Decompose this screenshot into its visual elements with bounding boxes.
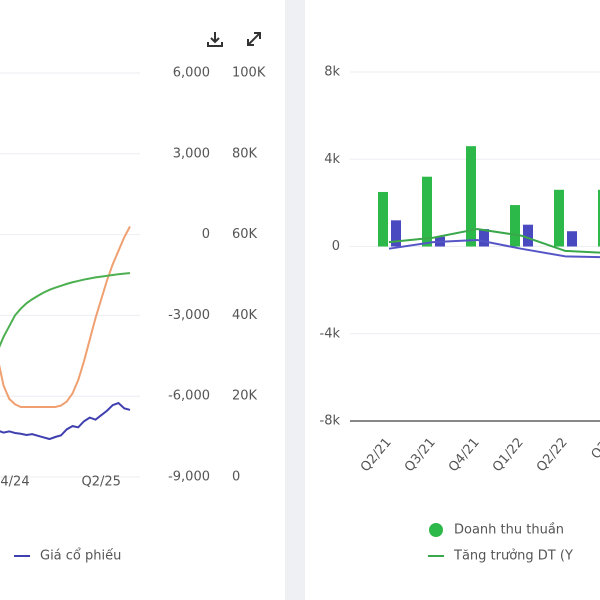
y2-tick-label: 80K <box>232 146 258 161</box>
bar <box>523 224 533 247</box>
expand-icon[interactable] <box>247 32 261 46</box>
line <box>0 401 131 441</box>
y-tick-label: -3,000 <box>168 308 210 323</box>
divider <box>285 0 305 600</box>
bar <box>567 231 577 247</box>
line <box>388 228 600 254</box>
download-icon[interactable] <box>207 32 223 47</box>
y2-tick-label: 20K <box>232 389 258 404</box>
line <box>0 226 131 408</box>
y2-tick-label: 40K <box>232 308 258 323</box>
y-tick-label: 3,000 <box>173 146 210 161</box>
y-tick-label: 0 <box>202 227 210 242</box>
bar <box>422 176 432 247</box>
y-tick-label: 6,000 <box>173 66 210 81</box>
x-tick-label: Q4/21 <box>446 435 483 475</box>
legend-label: Giá cổ phiếu <box>40 549 121 564</box>
legend-swatch <box>429 523 443 537</box>
legend-label: Tăng trưởng DT (Y <box>453 549 573 564</box>
bar <box>554 189 564 247</box>
x-tick-label: Q3/21 <box>402 435 439 475</box>
y-tick-label: 0 <box>332 239 340 254</box>
x-tick-label: 4/24 <box>0 475 29 490</box>
line <box>0 272 131 348</box>
y2-tick-label: 100K <box>232 66 266 81</box>
y-tick-label: 4k <box>324 152 340 167</box>
y-tick-label: -8k <box>320 414 341 429</box>
bar <box>391 220 401 247</box>
bar <box>510 205 520 247</box>
bar <box>479 229 489 247</box>
x-tick-label: Q1/22 <box>490 435 527 475</box>
legend-label: Doanh thu thuần <box>454 523 564 538</box>
y-tick-label: 8k <box>324 65 340 80</box>
bar <box>466 146 476 247</box>
y-tick-label: -6,000 <box>168 389 210 404</box>
y2-tick-label: 0 <box>232 470 240 485</box>
x-tick-label: Q2/22 <box>534 435 571 475</box>
x-tick-label: Q2/21 <box>358 435 395 475</box>
x-tick-label: Q2/25 <box>82 475 121 490</box>
line <box>388 238 600 259</box>
y2-tick-label: 60K <box>232 227 258 242</box>
x-tick-label: Q3/ <box>589 435 600 463</box>
y-tick-label: -9,000 <box>168 470 210 485</box>
bar <box>598 189 600 247</box>
bar <box>378 191 388 247</box>
y-tick-label: -4k <box>320 326 341 341</box>
